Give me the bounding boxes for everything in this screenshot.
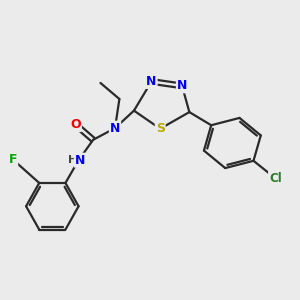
Text: H: H — [68, 155, 77, 165]
Text: O: O — [70, 118, 81, 131]
Text: Cl: Cl — [269, 172, 282, 185]
Text: N: N — [75, 154, 85, 167]
Text: N: N — [110, 122, 120, 135]
Text: F: F — [9, 153, 17, 166]
Text: N: N — [177, 80, 187, 92]
Text: N: N — [146, 75, 157, 88]
Text: S: S — [156, 122, 165, 135]
